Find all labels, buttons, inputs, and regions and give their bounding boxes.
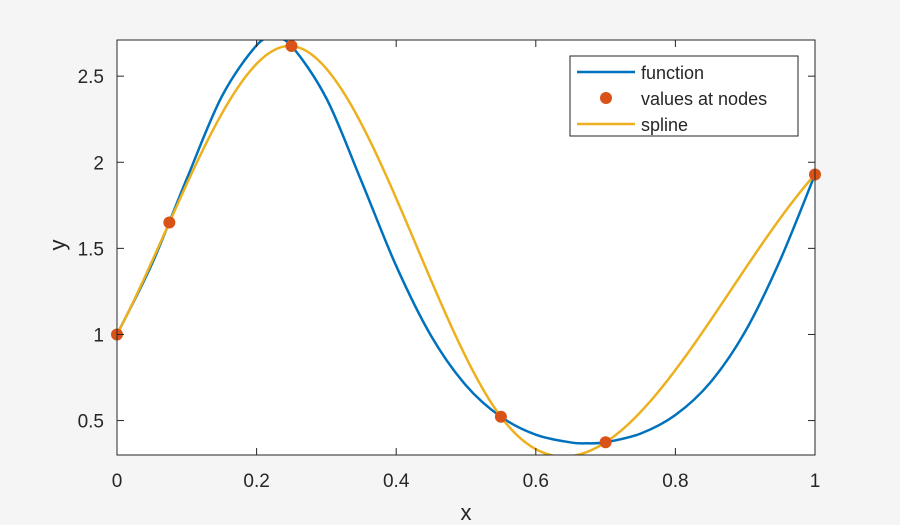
axes-box [116, 39, 816, 456]
series-spline-line [117, 44, 815, 455]
node-marker [285, 40, 298, 53]
y-tick-label: 0.5 [78, 412, 104, 433]
node-marker [599, 436, 612, 449]
x-tick-label: 1 [810, 471, 821, 492]
x-tick-label: 0.4 [383, 471, 410, 492]
y-axis-label: y [45, 240, 70, 251]
y-tick-label: 2.5 [78, 67, 104, 88]
y-tick-label: 2 [93, 153, 104, 174]
axis-ticks: 0 0.2 0.4 0.6 0.8 1 0.5 1 1.5 2 2.5 [78, 40, 821, 492]
legend[interactable]: function values at nodes spline [569, 55, 799, 137]
x-tick-label: 0 [112, 471, 123, 492]
y-tick-label: 1.5 [78, 239, 104, 260]
node-marker [163, 216, 176, 229]
node-marker [494, 410, 507, 423]
legend-label-nodes: values at nodes [641, 89, 767, 109]
series-function-line [117, 40, 815, 445]
legend-label-spline: spline [641, 115, 688, 135]
legend-swatch-nodes [600, 92, 612, 104]
y-tick-label: 1 [93, 325, 104, 346]
x-tick-label: 0.2 [243, 471, 269, 492]
x-tick-label: 0.6 [523, 471, 549, 492]
legend-label-function: function [641, 63, 704, 83]
x-tick-label: 0.8 [662, 471, 688, 492]
x-axis-label: x [461, 500, 472, 525]
